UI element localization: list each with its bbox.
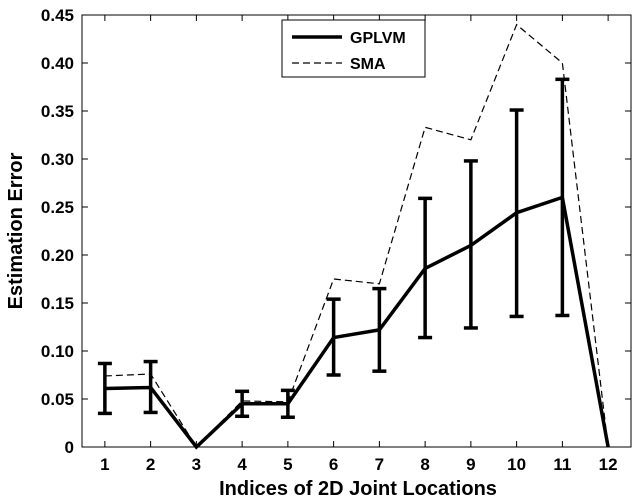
error-bar-gplvm [280,388,295,419]
y-tick-label: 0.30 [41,150,74,169]
x-tick-label: 3 [192,455,201,474]
y-tick-label: 0 [65,438,74,457]
error-bar-gplvm [143,359,158,415]
y-axis-label: Estimation Error [5,152,27,309]
legend-label-gplvm: GPLVM [350,30,406,47]
error-bar-gplvm [509,108,524,319]
y-tick-label: 0.35 [41,102,74,121]
x-tick-label: 10 [507,455,526,474]
y-tick-label: 0.40 [41,54,74,73]
error-bar-gplvm [235,389,250,419]
x-tick-label: 1 [100,455,109,474]
x-axis-label: Indices of 2D Joint Locations [219,478,497,500]
legend-box [281,19,426,78]
y-tick-label: 0.20 [41,246,74,265]
series-line-gplvm [104,195,610,450]
error-bar-gplvm [463,159,478,330]
y-tick-label: 0.15 [41,294,74,313]
x-tick-label: 11 [553,455,571,474]
x-tick-label: 2 [146,455,155,474]
x-tick-label: 7 [375,455,384,474]
x-tick-label: 9 [466,455,475,474]
error-bar-gplvm [326,297,341,377]
legend-label-sma: SMA [350,56,386,73]
axes-frame [81,14,632,448]
x-tick-label: 4 [237,455,247,474]
x-tick-label: 8 [420,455,429,474]
y-tick-label: 0.25 [41,198,74,217]
error-bar-gplvm [555,77,570,318]
x-tick-label: 6 [329,455,338,474]
x-tick-label: 12 [599,455,618,474]
series-line-sma [104,23,609,448]
x-tick-label: 5 [283,455,292,474]
error-bar-gplvm [418,196,433,340]
y-tick-label: 0.05 [41,390,74,409]
ticks-layer: 00.050.100.150.200.250.300.350.400.451 2 3… [41,6,631,474]
error-bar-gplvm [372,286,387,373]
error-bar-gplvm [97,361,112,416]
y-tick-label: 0.45 [41,6,74,25]
legend: GPLVM SMA [281,19,426,78]
plot-area [81,14,632,448]
series-layer [97,23,610,450]
y-tick-label: 0.10 [41,342,74,361]
